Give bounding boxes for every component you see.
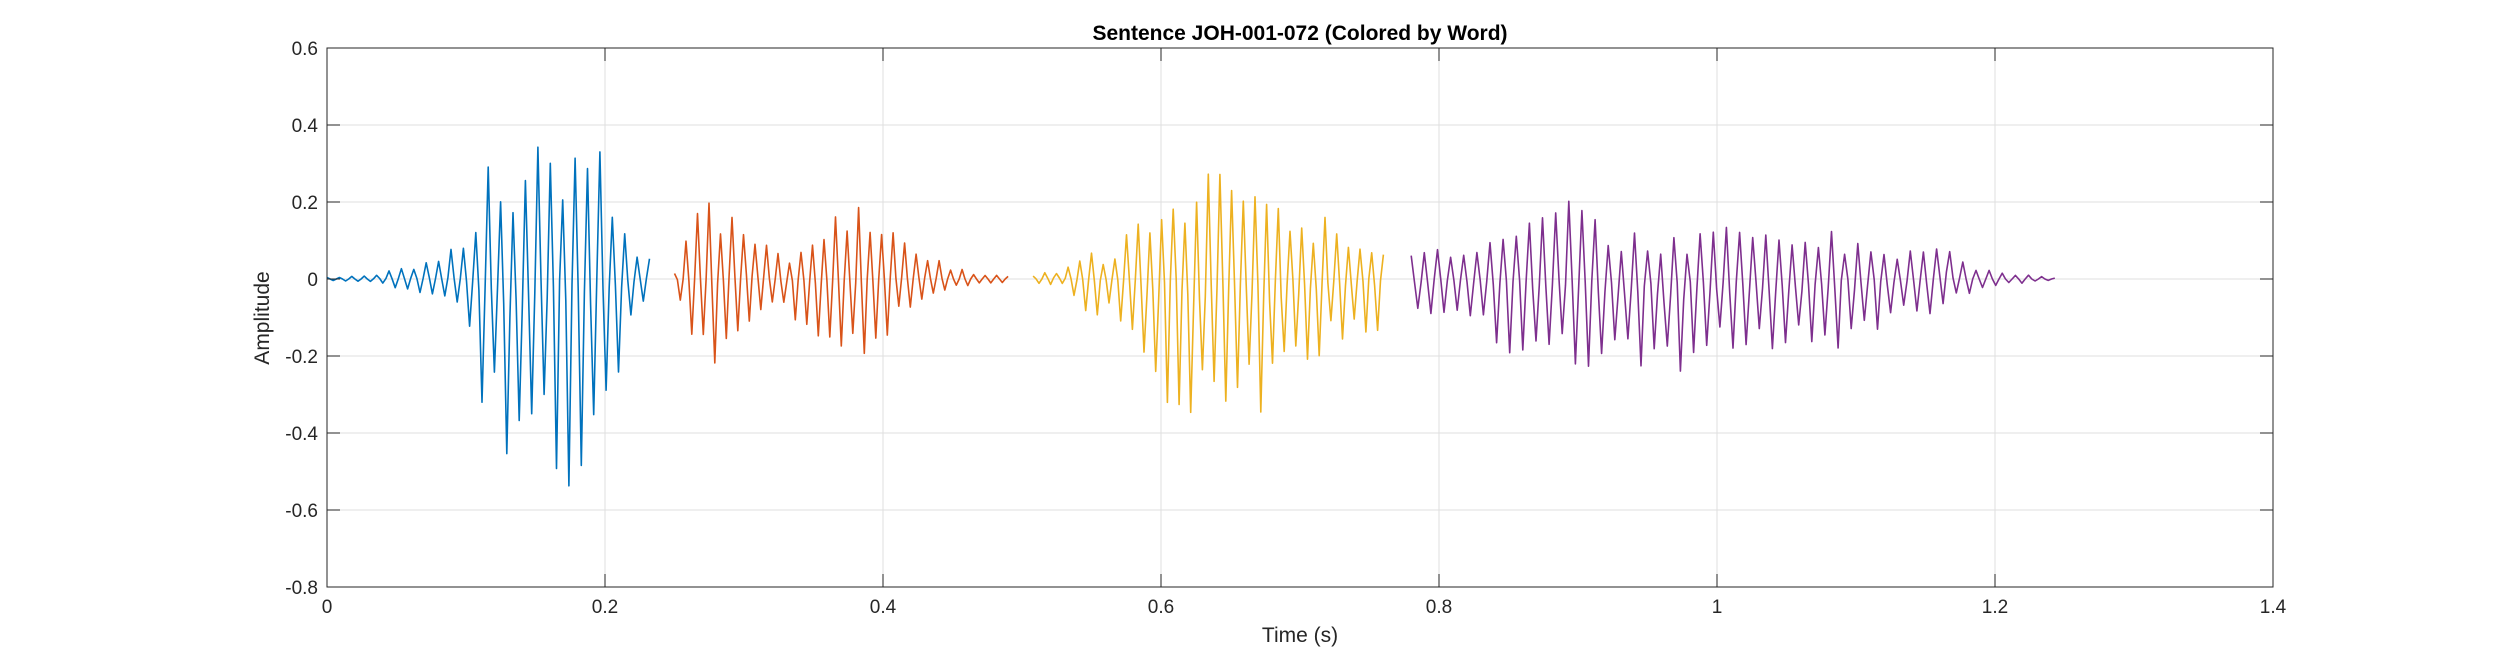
y-tick-label: 0.2 — [292, 193, 318, 214]
x-tick-label: 1.4 — [2260, 597, 2287, 618]
x-tick-label: 1.2 — [1982, 597, 2008, 618]
tick-labels: 0 0.2 0.4 0.6 0.8 1 1.2 1.4 -0.8 -0.6 -0.4 -0.2 0 0.2… — [285, 39, 2286, 618]
y-tick-label: 0 — [307, 270, 318, 291]
x-tick-label: 1 — [1712, 597, 1723, 618]
y-tick-label: 0.6 — [292, 39, 318, 60]
plot-frame — [326, 47, 2274, 588]
series-group — [326, 146, 2056, 487]
waveform-series-3 — [1032, 173, 1385, 414]
waveform-series-4 — [1410, 200, 2056, 372]
y-tick-label: -0.8 — [285, 578, 318, 599]
y-axis-title: Amplitude — [251, 271, 274, 364]
x-tick-label: 0.8 — [1426, 597, 1452, 618]
axes — [326, 47, 2274, 588]
chart-title: Sentence JOH-001-072 (Colored by Word) — [1092, 22, 1507, 45]
y-tick-label: 0.4 — [292, 116, 319, 137]
x-tick-label: 0.4 — [870, 597, 897, 618]
x-tick-label: 0 — [322, 597, 333, 618]
y-tick-label: -0.4 — [285, 424, 318, 445]
x-tick-label: 0.2 — [592, 597, 618, 618]
x-tick-label: 0.6 — [1148, 597, 1174, 618]
waveform-series-2 — [673, 202, 1009, 364]
plot-background — [327, 48, 2273, 587]
y-tick-label: -0.6 — [285, 501, 318, 522]
x-axis-title: Time (s) — [1262, 624, 1338, 647]
y-tick-label: -0.2 — [285, 347, 318, 368]
waveform-series-1 — [326, 146, 651, 487]
